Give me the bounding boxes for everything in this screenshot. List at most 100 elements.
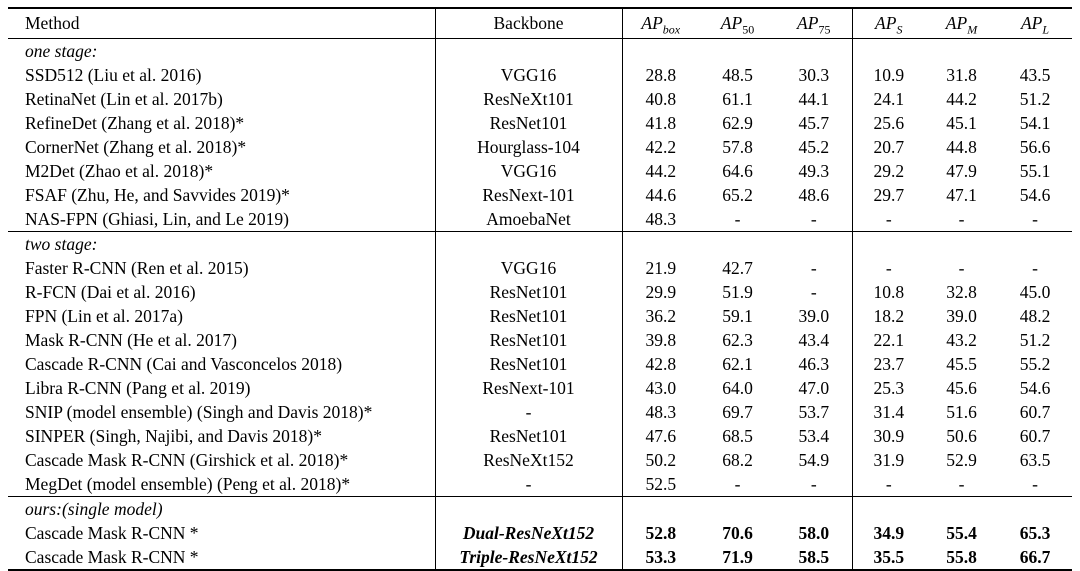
ap-value-cell: 47.1 bbox=[946, 185, 977, 205]
ap-value-cell: 62.3 bbox=[722, 330, 753, 350]
backbone-cell: ResNet101 bbox=[435, 304, 623, 328]
method-cell: Faster R-CNN (Ren et al. 2015) bbox=[8, 256, 436, 280]
ap-value-cell: 23.7 bbox=[873, 354, 905, 374]
ap-value-cell: 58.5 bbox=[776, 545, 853, 570]
table-row: Mask R-CNN (He et al. 2017) ResNet101 39.8… bbox=[8, 328, 1072, 352]
ap-value-cell: 18.2 bbox=[873, 306, 905, 326]
metric-name: AP bbox=[797, 13, 819, 33]
ap-value-cell: 45.7 bbox=[776, 111, 853, 135]
ap-value-cell: 54.6 bbox=[1019, 378, 1051, 398]
table-row: SINPER (Singh, Najibi, and Davis 2018)* R… bbox=[8, 424, 1072, 448]
table-row: RetinaNet (Lin et al. 2017b) ResNeXt101 40… bbox=[8, 87, 1072, 111]
ap-value-cell: 70.6 bbox=[722, 523, 753, 543]
ap-value-cell: 36.2 bbox=[645, 306, 677, 326]
table-row: FPN (Lin et al. 2017a) ResNet101 36.2 59.1 3… bbox=[8, 304, 1072, 328]
column-header-ap_m: APM bbox=[925, 8, 998, 39]
metric-name: AP bbox=[945, 13, 968, 33]
section-label: one stage: bbox=[8, 38, 436, 63]
ap-value-cell: 44.1 bbox=[776, 87, 853, 111]
section-row: two stage: bbox=[8, 231, 1072, 256]
empty-cell bbox=[776, 496, 853, 521]
ap-value-cell: - bbox=[776, 256, 853, 280]
backbone-cell: ResNet101 bbox=[435, 280, 623, 304]
ap-value-cell: 53.7 bbox=[776, 400, 853, 424]
ap-value-cell: - bbox=[776, 280, 853, 304]
ap-value-cell: 57.8 bbox=[722, 137, 753, 157]
backbone-cell: ResNext-101 bbox=[435, 183, 623, 207]
empty-cell bbox=[435, 496, 623, 521]
table-row: Cascade Mask R-CNN * Dual-ResNeXt152 52.8 7… bbox=[8, 521, 1072, 545]
table-row: Cascade Mask R-CNN (Girshick et al. 2018… bbox=[8, 448, 1072, 472]
ap-value-cell: 42.2 bbox=[645, 137, 677, 157]
backbone-cell: VGG16 bbox=[435, 159, 623, 183]
results-table: Method Backbone APbox AP50 AP75 APS APM APL one… bbox=[8, 7, 1072, 571]
backbone-cell: VGG16 bbox=[435, 63, 623, 87]
ap-value-cell: - bbox=[1032, 474, 1038, 494]
ap-value-cell: 35.5 bbox=[873, 547, 905, 567]
ap-value-cell: 21.9 bbox=[645, 258, 677, 278]
ap-value-cell: - bbox=[776, 472, 853, 497]
ap-value-cell: 10.8 bbox=[873, 282, 905, 302]
section-row: one stage: bbox=[8, 38, 1072, 63]
ap-value-cell: 28.8 bbox=[645, 65, 677, 85]
backbone-cell: Hourglass-104 bbox=[435, 135, 623, 159]
table-row: R-FCN (Dai et al. 2016) ResNet101 29.9 51.9… bbox=[8, 280, 1072, 304]
ap-value-cell: 55.1 bbox=[1019, 161, 1051, 181]
ap-value-cell: 30.3 bbox=[776, 63, 853, 87]
ap-value-cell: 68.2 bbox=[722, 450, 753, 470]
column-header-ap_s: APS bbox=[852, 8, 925, 39]
column-header-backbone: Backbone bbox=[435, 8, 623, 39]
backbone-cell: - bbox=[435, 400, 623, 424]
empty-cell bbox=[776, 231, 853, 256]
ap-value-cell: 31.4 bbox=[873, 402, 905, 422]
ap-value-cell: 48.6 bbox=[776, 183, 853, 207]
ap-value-cell: 53.3 bbox=[645, 547, 677, 567]
ap-value-cell: 39.8 bbox=[645, 330, 677, 350]
ap-value-cell: - bbox=[734, 209, 741, 229]
ap-value-cell: 45.0 bbox=[1019, 282, 1051, 302]
ap-value-cell: 55.8 bbox=[946, 547, 977, 567]
method-cell: CornerNet (Zhang et al. 2018)* bbox=[8, 135, 436, 159]
ap-value-cell: 43.5 bbox=[1019, 65, 1051, 85]
empty-cell bbox=[435, 38, 623, 63]
ap-value-cell: 64.6 bbox=[722, 161, 753, 181]
method-cell: SSD512 (Liu et al. 2016) bbox=[8, 63, 436, 87]
table-row: FSAF (Zhu, He, and Savvides 2019)* ResNex… bbox=[8, 183, 1072, 207]
table-row: Libra R-CNN (Pang et al. 2019) ResNext-10… bbox=[8, 376, 1072, 400]
ap-value-cell: - bbox=[958, 209, 965, 229]
ap-value-cell: 39.0 bbox=[946, 306, 977, 326]
method-cell: Mask R-CNN (He et al. 2017) bbox=[8, 328, 436, 352]
section-label: ours:(single model) bbox=[8, 496, 436, 521]
table-row: SSD512 (Liu et al. 2016) VGG16 28.8 48.5 30.… bbox=[8, 63, 1072, 87]
backbone-cell: ResNext-101 bbox=[435, 376, 623, 400]
ap-value-cell: - bbox=[1032, 209, 1038, 229]
empty-cell bbox=[622, 231, 699, 256]
ap-value-cell: 55.2 bbox=[1019, 354, 1051, 374]
empty-cell bbox=[998, 496, 1072, 521]
method-cell: FPN (Lin et al. 2017a) bbox=[8, 304, 436, 328]
empty-cell bbox=[925, 496, 998, 521]
ap-value-cell: 52.5 bbox=[645, 474, 677, 494]
ap-value-cell: 45.1 bbox=[946, 113, 977, 133]
ap-value-cell: 43.4 bbox=[776, 328, 853, 352]
table-row: Faster R-CNN (Ren et al. 2015) VGG16 21.9 4… bbox=[8, 256, 1072, 280]
method-cell: SINPER (Singh, Najibi, and Davis 2018)* bbox=[8, 424, 436, 448]
method-cell: FSAF (Zhu, He, and Savvides 2019)* bbox=[8, 183, 436, 207]
ap-value-cell: 29.2 bbox=[873, 161, 905, 181]
ap-value-cell: 22.1 bbox=[873, 330, 905, 350]
ap-value-cell: 54.6 bbox=[1019, 185, 1051, 205]
ap-value-cell: 45.5 bbox=[946, 354, 977, 374]
metric-subscript: L bbox=[1042, 22, 1050, 37]
ap-value-cell: 64.0 bbox=[722, 378, 753, 398]
ap-value-cell: 31.8 bbox=[946, 65, 977, 85]
empty-cell bbox=[852, 38, 925, 63]
method-cell: M2Det (Zhao et al. 2018)* bbox=[8, 159, 436, 183]
ap-value-cell: 71.9 bbox=[722, 547, 753, 567]
ap-value-cell: 61.1 bbox=[722, 89, 753, 109]
ap-value-cell: - bbox=[776, 207, 853, 232]
ap-value-cell: - bbox=[958, 258, 965, 278]
ap-value-cell: 48.5 bbox=[722, 65, 753, 85]
ap-value-cell: 30.9 bbox=[873, 426, 905, 446]
column-header-ap_75: AP75 bbox=[776, 8, 853, 39]
ap-value-cell: 47.6 bbox=[645, 426, 677, 446]
